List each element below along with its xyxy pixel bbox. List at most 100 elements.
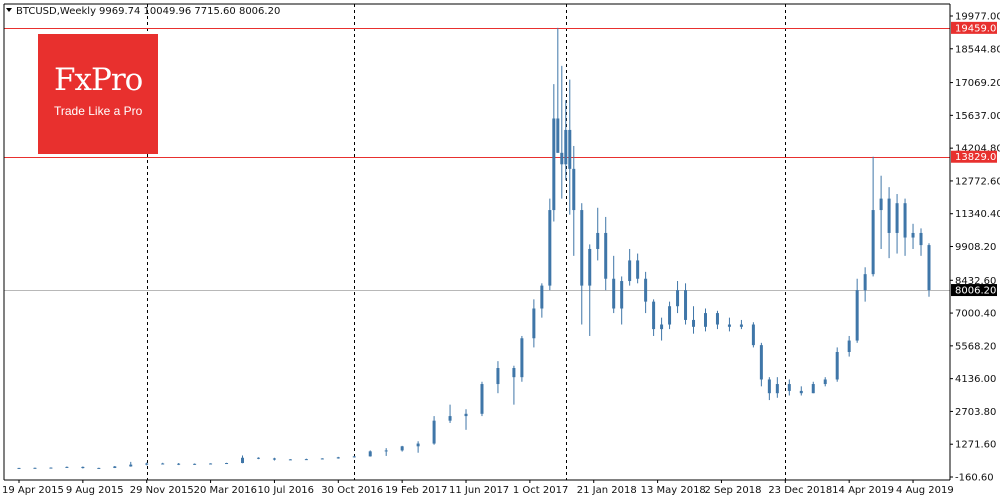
candle [588,244,592,336]
candle [919,228,923,256]
y-tick-label: 7000.40 [955,309,996,320]
candle [145,462,149,466]
x-tick-label: 14 Apr 2019 [832,485,894,496]
candle-body [432,420,436,444]
candle [113,465,117,469]
candle [416,441,420,453]
candle [352,455,356,458]
candle-body [552,118,556,211]
candle [464,409,468,430]
candle [580,203,584,325]
y-tick-label: 19977.00 [955,12,1000,23]
candle [97,467,101,469]
candle [684,283,688,325]
candles [17,27,931,469]
x-tick-label: 11 Jun 2017 [449,485,509,496]
x-tick-label: 4 Aug 2019 [896,485,954,496]
candle [620,276,624,325]
candle-body [256,457,260,459]
y-tick-label: 11340.40 [955,209,1000,220]
candle [811,381,815,394]
candle [895,194,899,254]
candle-body [596,232,600,249]
candle-body [652,301,656,330]
candle-body [520,338,524,378]
candle-body [692,319,696,327]
logo-brand: FxPro [54,62,143,98]
x-tick-label: 9 Aug 2015 [66,485,124,496]
y-tick-label: 14204.80 [955,144,1000,155]
candle [540,283,544,318]
candle [304,458,308,461]
level-price-badge-bg [951,21,997,34]
candle-body [209,463,213,465]
candle [727,317,731,332]
candle [652,299,656,336]
candle-body [416,443,420,447]
candle-body [739,324,743,327]
candle [400,445,404,452]
candle [496,361,500,394]
x-tick-label: 23 Dec 2018 [768,485,832,496]
current-price-badge-bg [951,284,997,297]
candle-body [512,368,516,378]
candle-body [887,198,891,233]
candle-body [320,458,324,460]
candle-body [604,232,608,279]
candle-body [588,248,592,286]
candle [368,450,372,457]
candle [604,216,608,291]
candle-body [241,457,245,464]
candle-body [684,290,688,320]
candle-body [97,467,101,469]
x-tick-label: 30 Oct 2016 [321,485,383,496]
candle-body [560,152,564,165]
candle-body [895,203,899,233]
candle [49,467,53,469]
candle [751,322,755,348]
candle-body [767,379,771,394]
x-axis: 19 Apr 2015 9 Aug 2015 29 Nov 2015 20 Mar 2… [2,480,954,496]
candle [660,317,664,341]
candle [668,301,672,330]
candle [241,455,245,464]
candle-body [368,451,372,457]
candle-body [532,308,536,339]
candle-body [580,210,584,286]
current-price-badge-text: 8006.20 [955,286,996,297]
x-tick-label: 13 May 2018 [641,485,706,496]
candle [715,310,719,330]
candle-body [879,198,883,211]
candle [775,377,779,398]
candle [628,248,632,286]
candle [903,198,907,256]
candle [572,145,576,256]
candle-body [81,466,85,469]
candle-body [751,324,755,346]
x-tick-label: 20 Mar 2016 [194,485,257,496]
candle-body [225,463,229,465]
current-price-badge: 8006.20 [951,284,997,297]
candle [568,79,572,215]
y-tick-label: -160.60 [955,473,994,484]
candle-body [787,384,791,391]
x-tick-label: 1 Oct 2017 [513,485,568,496]
candle-body [863,274,867,291]
candle-body [676,290,680,307]
candle [636,253,640,284]
candle [835,347,839,382]
candle-body [668,306,672,325]
candle [644,271,648,314]
candle-body [911,232,915,238]
level-price-badge-text: 19459.00 [955,23,1000,34]
candle-body [871,210,875,275]
symbol-label: BTCUSD,Weekly [16,6,96,17]
y-tick-label: 5568.20 [955,341,996,352]
candle [256,457,260,460]
candle [209,463,213,465]
y-tick-label: 9908.20 [955,242,996,253]
candle-body [903,203,907,238]
candle-body [548,210,552,286]
dropdown-triangle-icon[interactable] [6,8,12,12]
